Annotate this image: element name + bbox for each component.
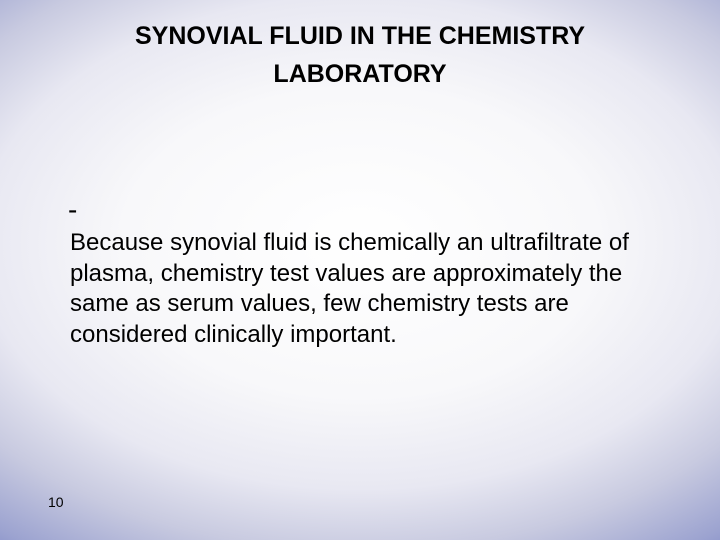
- bullet-dash: -: [68, 192, 86, 228]
- slide-body: - Because synovial fluid is chemically a…: [68, 192, 672, 351]
- slide-title: SYNOVIAL FLUID IN THE CHEMISTRY LABORATO…: [0, 18, 720, 93]
- bullet-text: Because synovial fluid is chemically an …: [68, 228, 650, 351]
- page-number: 10: [48, 494, 64, 510]
- slide-container: SYNOVIAL FLUID IN THE CHEMISTRY LABORATO…: [0, 0, 720, 540]
